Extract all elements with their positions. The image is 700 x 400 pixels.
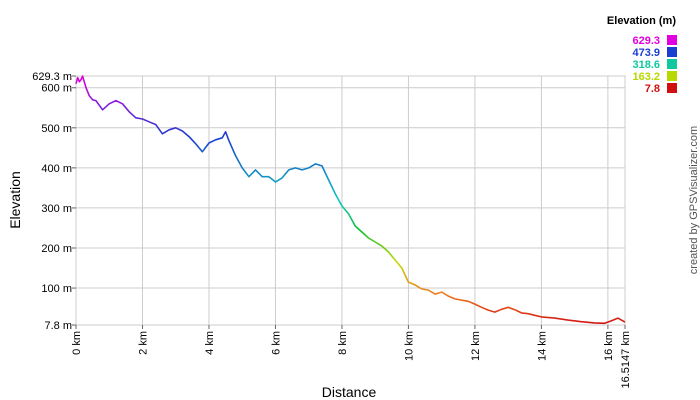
legend-swatch	[667, 47, 677, 57]
x-tick-label: 12 km	[470, 331, 482, 361]
legend-value: 473.9	[632, 47, 660, 59]
y-axis-title: Elevation	[7, 171, 23, 229]
legend-title: Elevation (m)	[607, 15, 676, 27]
grid-lines	[75, 75, 626, 326]
plot-area	[75, 75, 626, 326]
x-tick-label: 10 km	[403, 331, 415, 361]
x-axis-title: Distance	[322, 384, 377, 400]
y-tick-label: 500 m	[41, 123, 72, 135]
x-tick-label: 4 km	[204, 331, 216, 355]
legend-swatch	[667, 59, 677, 69]
y-tick-label: 200 m	[41, 243, 72, 255]
legend-value: 318.6	[632, 59, 660, 71]
x-tick-label: 16 km	[603, 331, 615, 361]
legend-value: 629.3	[632, 35, 660, 47]
legend-swatch	[667, 71, 677, 81]
x-tick-label: 2 km	[137, 331, 149, 355]
credit-text: created by GPSVisualizer.com	[688, 126, 700, 274]
y-tick-label: 300 m	[41, 203, 72, 215]
x-tick-label: 0 km	[71, 331, 83, 355]
x-tick-label: 16.5147 km	[620, 331, 632, 388]
y-tick-label: 600 m	[41, 83, 72, 95]
y-tick-label: 400 m	[41, 163, 72, 175]
y-axis-ticks: 7.8 m 100 m 200 m 300 m 400 m 500 m 600 m629.3…	[32, 71, 76, 332]
y-tick-label: 7.8 m	[44, 320, 72, 332]
legend-swatch	[667, 83, 677, 93]
legend-value: 7.8	[645, 83, 660, 95]
x-tick-label: 6 km	[270, 331, 282, 355]
y-tick-label: 629.3 m	[32, 71, 72, 83]
x-axis-ticks: 0 km 2 km 4 km 6 km 8 km 10 km 12 km 14 km 16 km…	[71, 325, 632, 388]
legend-value: 163.2	[632, 71, 660, 83]
x-tick-label: 8 km	[337, 331, 349, 355]
legend-swatch	[667, 35, 677, 45]
y-tick-label: 100 m	[41, 283, 72, 295]
x-tick-label: 14 km	[536, 331, 548, 361]
elevation-series-line	[75, 75, 626, 325]
